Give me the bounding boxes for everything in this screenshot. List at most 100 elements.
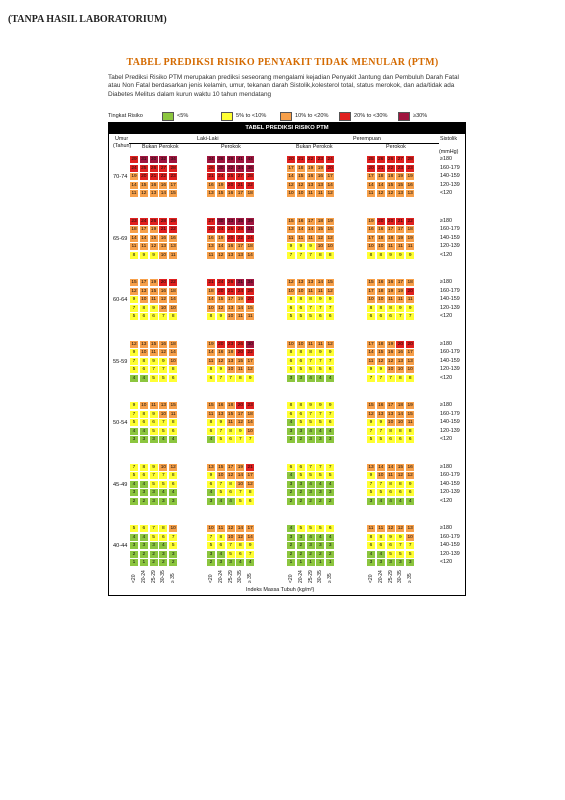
risk-cell: 8 bbox=[139, 357, 148, 365]
risk-cell: 10 bbox=[207, 525, 215, 532]
risk-cell: 13 bbox=[216, 410, 225, 418]
risk-cell: 16 bbox=[376, 402, 385, 409]
risk-cell: 15 bbox=[287, 217, 295, 225]
risk-cell: 17 bbox=[236, 410, 245, 418]
risk-cell: 21 bbox=[296, 156, 305, 163]
risk-cell: 3 bbox=[169, 497, 178, 505]
risk-cell: 13 bbox=[159, 402, 168, 409]
risk-cell: 9 bbox=[326, 296, 335, 304]
risk-cell: 8 bbox=[287, 296, 295, 304]
risk-cell: 2 bbox=[326, 550, 335, 558]
risk-cell: 7 bbox=[236, 489, 245, 497]
risk-cell: 9 bbox=[139, 251, 148, 259]
risk-cell: 16 bbox=[169, 234, 178, 242]
risk-cell: 5 bbox=[149, 427, 158, 435]
risk-cell: 5 bbox=[159, 480, 168, 488]
systolic-row-label: ≥180 bbox=[440, 402, 452, 408]
risk-cell: 9 bbox=[326, 402, 335, 409]
risk-cell: 8 bbox=[376, 304, 385, 312]
risk-cell: 9 bbox=[367, 366, 375, 374]
risk-cell: 14 bbox=[216, 243, 225, 251]
risk-cell: 19 bbox=[316, 164, 325, 172]
risk-cell: 21 bbox=[376, 164, 385, 172]
risk-cell: 39 bbox=[226, 156, 235, 163]
risk-cell: 10 bbox=[169, 304, 178, 312]
risk-cell: 10 bbox=[367, 296, 375, 304]
risk-cell: 11 bbox=[226, 419, 235, 427]
risk-cell: 20 bbox=[207, 226, 215, 234]
risk-cell: 3 bbox=[306, 489, 315, 497]
risk-cell: 15 bbox=[130, 279, 138, 286]
risk-cell: 16 bbox=[159, 287, 168, 295]
risk-cell: 4 bbox=[169, 436, 178, 444]
risk-cell: 9 bbox=[396, 533, 405, 541]
risk-cell: 12 bbox=[169, 463, 178, 471]
systolic-row-label: ≥180 bbox=[440, 279, 452, 285]
risk-cell: 36 bbox=[216, 156, 225, 163]
bmi-tick-label: 30-35 bbox=[160, 570, 167, 583]
risk-cell: 13 bbox=[406, 525, 415, 532]
risk-cell: 20 bbox=[236, 349, 245, 357]
bmi-tick-label: 20-24 bbox=[140, 570, 147, 583]
systolic-row-label: 140-159 bbox=[440, 173, 460, 180]
risk-cell: 8 bbox=[169, 366, 178, 374]
risk-cell: 8 bbox=[386, 304, 395, 312]
risk-cell: 11 bbox=[386, 296, 395, 304]
risk-cell: 9 bbox=[306, 402, 315, 409]
legend-swatch bbox=[280, 111, 292, 121]
risk-cell: 7 bbox=[316, 357, 325, 365]
risk-cell: 9 bbox=[367, 419, 375, 427]
risk-cell: 7 bbox=[396, 313, 405, 321]
risk-cell: 17 bbox=[226, 296, 235, 304]
risk-cell: 28 bbox=[169, 164, 178, 172]
risk-cell: 7 bbox=[246, 550, 255, 558]
systolic-row-label: 140-159 bbox=[440, 296, 460, 303]
risk-cell: 18 bbox=[130, 226, 138, 234]
risk-cell: 12 bbox=[386, 357, 395, 365]
risk-cell: 44 bbox=[246, 156, 255, 163]
page-header: (TANPA HASIL LABORATORIUM) bbox=[8, 14, 167, 25]
risk-cell: 13 bbox=[306, 279, 315, 286]
systolic-row-label: 160-179 bbox=[440, 472, 460, 479]
risk-cell: 6 bbox=[169, 427, 178, 435]
risk-cell: 7 bbox=[396, 542, 405, 550]
risk-cell: 19 bbox=[406, 402, 415, 409]
age-group-label: 50-54 bbox=[113, 420, 128, 427]
risk-cell: 8 bbox=[246, 489, 255, 497]
risk-cell: 8 bbox=[130, 251, 138, 259]
risk-cell: 21 bbox=[246, 463, 255, 471]
risk-cell: 17 bbox=[246, 357, 255, 365]
risk-cell: 26 bbox=[149, 217, 158, 225]
risk-cell: 10 bbox=[169, 525, 178, 532]
risk-cell: 8 bbox=[226, 480, 235, 488]
legend-item-label: 5% to <10% bbox=[236, 113, 267, 119]
risk-cell: 6 bbox=[287, 357, 295, 365]
risk-cell: 5 bbox=[130, 419, 138, 427]
risk-cell: 18 bbox=[296, 164, 305, 172]
risk-cell: 7 bbox=[130, 357, 138, 365]
legend-swatch bbox=[221, 111, 233, 121]
systolic-row-label: 140-159 bbox=[440, 542, 460, 549]
risk-cell: 15 bbox=[296, 173, 305, 181]
intro-paragraph: Tabel Prediksi Risiko PTM merupakan pred… bbox=[108, 74, 459, 98]
risk-cell: 7 bbox=[207, 533, 215, 541]
risk-cell: 18 bbox=[406, 226, 415, 234]
risk-cell: 16 bbox=[216, 402, 225, 409]
risk-cell: 11 bbox=[149, 296, 158, 304]
risk-cell: 2 bbox=[306, 550, 315, 558]
male-nonsmoker-label: Bukan Perokok bbox=[142, 144, 179, 150]
risk-cell: 11 bbox=[367, 190, 375, 198]
risk-cell: 4 bbox=[326, 427, 335, 435]
risk-cell: 7 bbox=[376, 480, 385, 488]
risk-cell: 23 bbox=[169, 173, 178, 181]
risk-cell: 9 bbox=[159, 357, 168, 365]
risk-cell: 3 bbox=[207, 550, 215, 558]
systolic-label: Sistolik bbox=[440, 136, 458, 142]
risk-cell: 20 bbox=[246, 296, 255, 304]
risk-cell: 9 bbox=[149, 251, 158, 259]
risk-cell: 19 bbox=[236, 296, 245, 304]
risk-cell: 7 bbox=[316, 463, 325, 471]
risk-cell: 7 bbox=[216, 427, 225, 435]
systolic-row-label: 160-179 bbox=[440, 533, 460, 540]
risk-cell: 10 bbox=[296, 287, 305, 295]
